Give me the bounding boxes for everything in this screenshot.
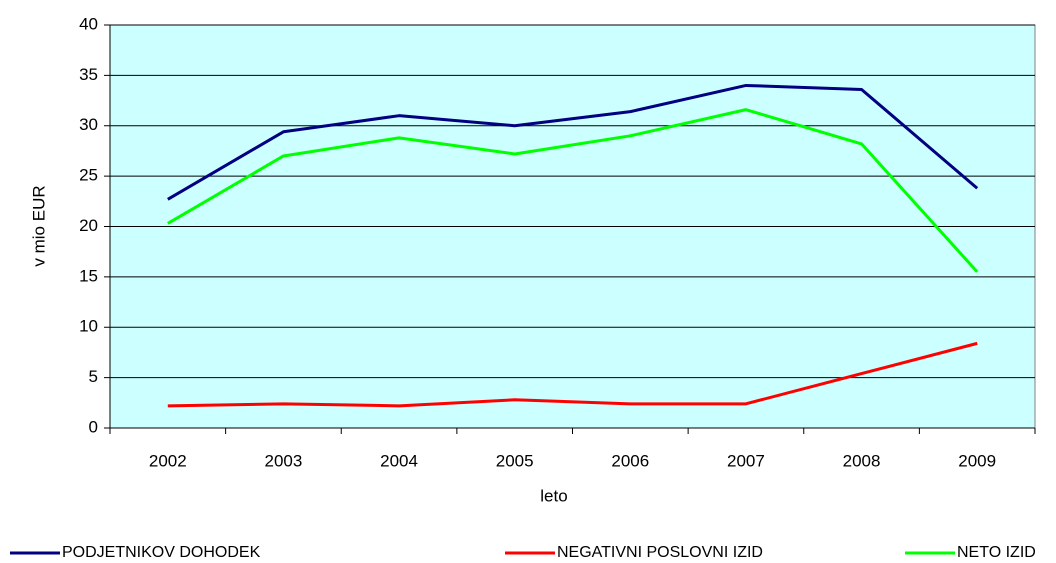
y-tick-label: 35 <box>79 65 98 84</box>
x-tick-label: 2005 <box>496 451 534 470</box>
x-tick-label: 2009 <box>958 451 996 470</box>
x-tick-label: 2008 <box>843 451 881 470</box>
x-tick-label: 2003 <box>265 451 303 470</box>
series-line <box>167 83 979 201</box>
x-tick-label: 2007 <box>727 451 765 470</box>
legend-label: NEGATIVNI POSLOVNI IZID <box>557 544 763 561</box>
x-tick-label: 2002 <box>149 451 187 470</box>
y-tick-label: 15 <box>79 266 98 285</box>
y-tick-label: 30 <box>79 115 98 134</box>
x-tick-label: 2004 <box>380 451 418 470</box>
y-tick-label: 20 <box>79 216 98 235</box>
legend-label: NETO IZID <box>957 544 1036 561</box>
y-tick-label: 0 <box>89 417 98 436</box>
x-tick-label: 2006 <box>611 451 649 470</box>
y-tick-label: 25 <box>79 166 98 185</box>
y-tick-label: 5 <box>89 367 98 386</box>
y-tick-label: 10 <box>79 317 98 336</box>
legend-label: PODJETNIKOV DOHODEK <box>62 544 261 561</box>
series-line <box>167 108 979 273</box>
series-line <box>167 341 978 408</box>
y-axis-label: v mio EUR <box>29 185 48 266</box>
x-axis-label: leto <box>540 486 567 505</box>
y-tick-label: 40 <box>79 14 98 33</box>
